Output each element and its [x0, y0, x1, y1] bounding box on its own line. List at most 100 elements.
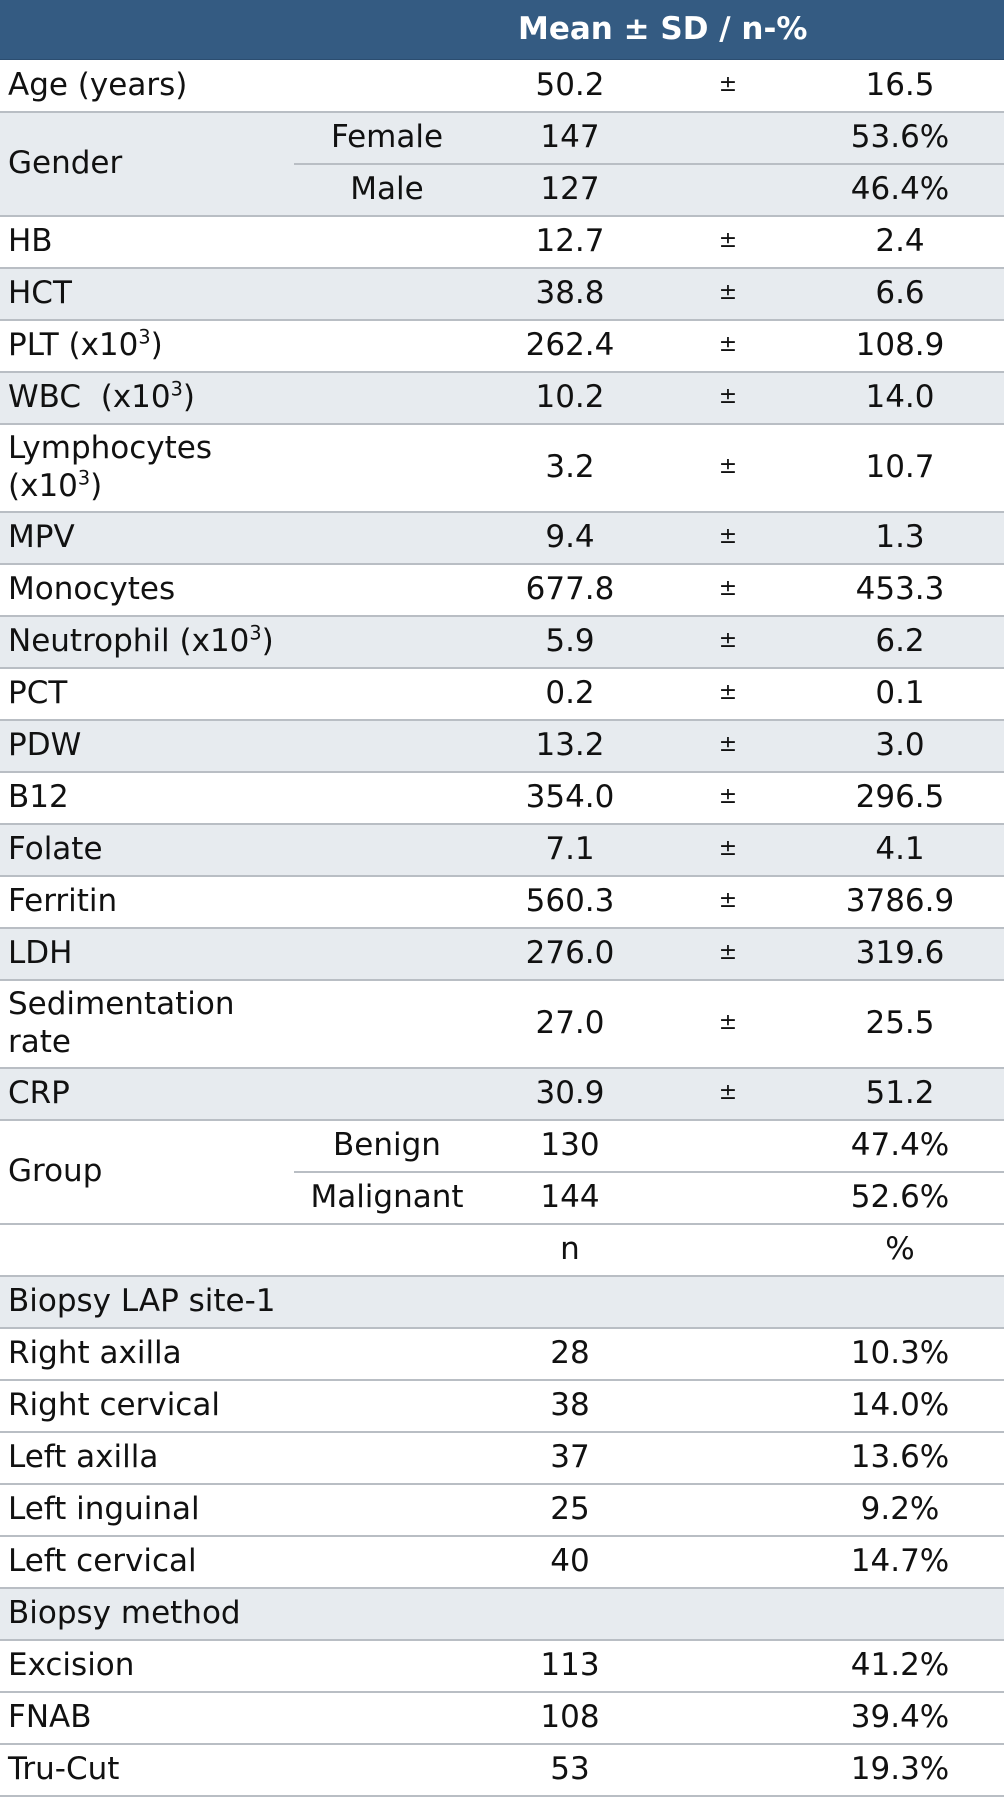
sd-value: 0.1 [796, 667, 1004, 721]
percent-value: 19.3% [796, 1743, 1004, 1797]
row-label: PDW [0, 719, 480, 773]
label-text: (x10 [8, 467, 78, 504]
subheader-row: n % [0, 1223, 1004, 1277]
mean-value: 276.0 [480, 927, 660, 981]
table-row: Tru-Cut 53 19.3% [0, 1743, 1004, 1797]
plus-minus: ± [660, 667, 796, 721]
row-label: Age (years) [0, 59, 480, 113]
row-label: Monocytes [0, 563, 480, 617]
count-value: 127 [480, 163, 660, 217]
plus-minus: ± [660, 371, 796, 425]
mean-value: 5.9 [480, 615, 660, 669]
empty-cell [660, 111, 796, 165]
plus-minus: ± [660, 823, 796, 877]
sd-value: 6.2 [796, 615, 1004, 669]
percent-value: 47.4% [796, 1119, 1004, 1173]
table-row: Ferritin 560.3 ± 3786.9 [0, 875, 1004, 929]
percent-value: 10.3% [796, 1327, 1004, 1381]
mean-value: 13.2 [480, 719, 660, 773]
label-text-end: ) [90, 467, 103, 504]
plus-minus: ± [660, 563, 796, 617]
plus-minus: ± [660, 1067, 796, 1121]
row-label: Tru-Cut [0, 1743, 480, 1797]
sd-value: 1.3 [796, 511, 1004, 565]
sub-label: Female [294, 111, 480, 165]
count-value: 144 [480, 1171, 660, 1225]
count-value: 28 [480, 1327, 660, 1381]
table-row: FNAB 108 39.4% [0, 1691, 1004, 1745]
plus-minus: ± [660, 875, 796, 929]
sd-value: 16.5 [796, 59, 1004, 113]
plus-minus: ± [660, 927, 796, 981]
label-line-2: rate [8, 1023, 71, 1060]
table-row: Right cervical 38 14.0% [0, 1379, 1004, 1433]
empty-cell [660, 1431, 796, 1485]
sd-value: 3.0 [796, 719, 1004, 773]
count-value: 113 [480, 1639, 660, 1693]
plus-minus: ± [660, 215, 796, 269]
label-line-2: (x103) [8, 468, 480, 506]
row-label: MPV [0, 511, 480, 565]
label-text: WBC (x10 [8, 379, 171, 416]
percent-value: 14.0% [796, 1379, 1004, 1433]
sd-value: 453.3 [796, 563, 1004, 617]
table-row: Left axilla 37 13.6% [0, 1431, 1004, 1485]
table-row: Neutrophil (x103) 5.9 ± 6.2 [0, 615, 1004, 669]
plus-minus: ± [660, 423, 796, 513]
sd-value: 10.7 [796, 423, 1004, 513]
row-label: Gender [0, 111, 294, 217]
count-value: 25 [480, 1483, 660, 1537]
row-label: Left axilla [0, 1431, 480, 1485]
empty-cell [660, 1327, 796, 1381]
table-row: Gender Female 147 53.6% [0, 111, 1004, 217]
section-title: Biopsy method [0, 1587, 1004, 1641]
plus-minus: ± [660, 719, 796, 773]
mean-value: 30.9 [480, 1067, 660, 1121]
empty-cell [660, 1223, 796, 1277]
table-row: Age (years) 50.2 ± 16.5 [0, 59, 1004, 113]
mean-value: 7.1 [480, 823, 660, 877]
label-text-end: ) [261, 623, 274, 660]
plus-minus: ± [660, 319, 796, 373]
sd-value: 14.0 [796, 371, 1004, 425]
section-row: Biopsy method [0, 1587, 1004, 1641]
mean-value: 50.2 [480, 59, 660, 113]
empty-cell [660, 1743, 796, 1797]
header-title: Mean ± SD / n-% [480, 0, 1004, 60]
row-label: Folate [0, 823, 480, 877]
sd-value: 108.9 [796, 319, 1004, 373]
row-label: PCT [0, 667, 480, 721]
sd-value: 296.5 [796, 771, 1004, 825]
percent-value: 13.6% [796, 1431, 1004, 1485]
sub-label: Male [294, 163, 480, 217]
row-label: CRP [0, 1067, 480, 1121]
table-row: WBC (x103) 10.2 ± 14.0 [0, 371, 1004, 425]
mean-value: 12.7 [480, 215, 660, 269]
table-row: PCT 0.2 ± 0.1 [0, 667, 1004, 721]
mean-value: 262.4 [480, 319, 660, 373]
label-line-1: Sedimentation [8, 985, 235, 1022]
table-row: CRP 30.9 ± 51.2 [0, 1067, 1004, 1121]
row-label: Right axilla [0, 1327, 480, 1381]
label-text-end: ) [150, 327, 163, 364]
mean-value: 0.2 [480, 667, 660, 721]
percent-value: 46.4% [796, 163, 1004, 217]
row-label: Neutrophil (x103) [0, 615, 480, 669]
table-row: B12 354.0 ± 296.5 [0, 771, 1004, 825]
empty-cell [660, 1535, 796, 1589]
n-column-header: n [480, 1223, 660, 1277]
row-label: PLT (x103) [0, 319, 480, 373]
empty-cell [0, 1223, 480, 1277]
count-value: 37 [480, 1431, 660, 1485]
row-label: HB [0, 215, 480, 269]
percent-value: 14.7% [796, 1535, 1004, 1589]
table-row: Lymphocytes (x103) 3.2 ± 10.7 [0, 423, 1004, 513]
table-row: Sedimentation rate 27.0 ± 25.5 [0, 979, 1004, 1069]
row-label: Excision [0, 1639, 480, 1693]
mean-value: 27.0 [480, 979, 660, 1069]
sd-value: 4.1 [796, 823, 1004, 877]
percent-column-header: % [796, 1223, 1004, 1277]
section-title: Biopsy LAP site-1 [0, 1275, 1004, 1329]
row-label: Left cervical [0, 1535, 480, 1589]
percent-value: 41.2% [796, 1639, 1004, 1693]
